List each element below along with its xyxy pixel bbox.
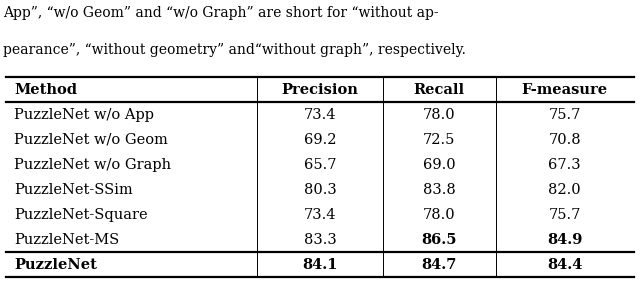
Text: 69.2: 69.2 (304, 133, 336, 147)
Text: PuzzleNet w/o Geom: PuzzleNet w/o Geom (14, 133, 168, 147)
Text: F-measure: F-measure (522, 83, 607, 97)
Text: 73.4: 73.4 (304, 208, 336, 222)
Text: 84.4: 84.4 (547, 258, 582, 272)
Text: 78.0: 78.0 (423, 108, 456, 122)
Text: 75.7: 75.7 (548, 208, 580, 222)
Text: pearance”, “without geometry” and“without graph”, respectively.: pearance”, “without geometry” and“withou… (3, 43, 466, 57)
Text: 69.0: 69.0 (423, 158, 456, 172)
Text: 80.3: 80.3 (303, 183, 337, 197)
Text: 83.8: 83.8 (423, 183, 456, 197)
Text: PuzzleNet-MS: PuzzleNet-MS (14, 233, 119, 247)
Text: 82.0: 82.0 (548, 183, 581, 197)
Text: PuzzleNet-SSim: PuzzleNet-SSim (14, 183, 133, 197)
Text: 84.7: 84.7 (422, 258, 457, 272)
Text: 67.3: 67.3 (548, 158, 581, 172)
Text: 73.4: 73.4 (304, 108, 336, 122)
Text: 78.0: 78.0 (423, 208, 456, 222)
Text: 84.9: 84.9 (547, 233, 582, 247)
Text: Precision: Precision (282, 83, 358, 97)
Text: 83.3: 83.3 (303, 233, 337, 247)
Text: 70.8: 70.8 (548, 133, 581, 147)
Text: 84.1: 84.1 (302, 258, 338, 272)
Text: 72.5: 72.5 (423, 133, 455, 147)
Text: PuzzleNet w/o Graph: PuzzleNet w/o Graph (14, 158, 172, 172)
Text: PuzzleNet-Square: PuzzleNet-Square (14, 208, 148, 222)
Text: 65.7: 65.7 (304, 158, 336, 172)
Text: 86.5: 86.5 (421, 233, 457, 247)
Text: Recall: Recall (413, 83, 465, 97)
Text: PuzzleNet w/o App: PuzzleNet w/o App (14, 108, 154, 122)
Text: App”, “w/o Geom” and “w/o Graph” are short for “without ap-: App”, “w/o Geom” and “w/o Graph” are sho… (3, 6, 439, 20)
Text: Method: Method (14, 83, 77, 97)
Text: 75.7: 75.7 (548, 108, 580, 122)
Text: PuzzleNet: PuzzleNet (14, 258, 97, 272)
